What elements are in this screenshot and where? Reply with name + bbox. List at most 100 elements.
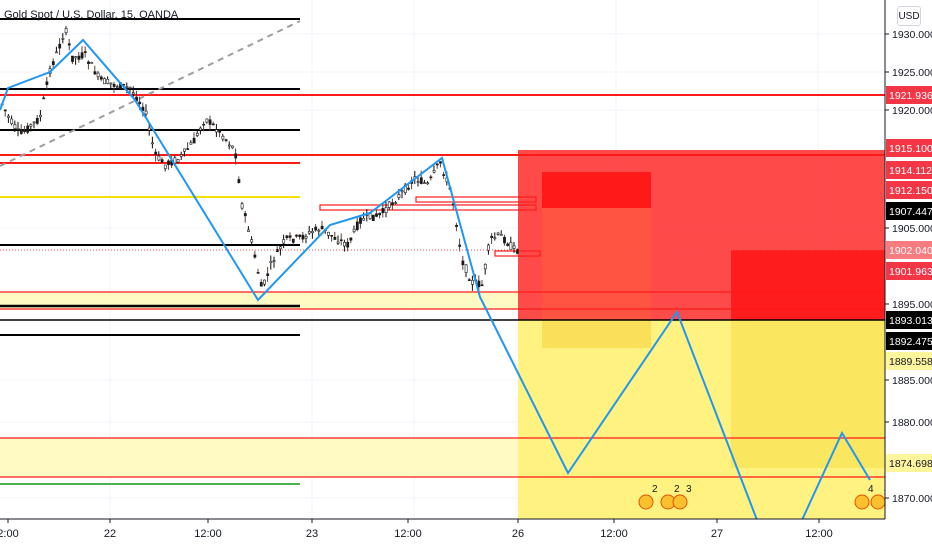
event-flag-icon[interactable] <box>672 494 688 510</box>
candle-body-32 <box>103 78 106 85</box>
red-zone-inner-1[interactable] <box>542 172 651 208</box>
yellow-zone-inner-1[interactable] <box>542 320 651 348</box>
candle-body-11 <box>35 117 39 124</box>
candle-body-33 <box>106 78 110 84</box>
candle-body-21 <box>67 43 71 46</box>
candle-body-8 <box>26 125 30 133</box>
price-tag-label: 1893.013 <box>889 315 932 327</box>
price-tick-label: 1870.000 <box>892 493 932 505</box>
candle-body-105 <box>336 241 340 244</box>
event-count: 3 <box>686 484 692 495</box>
candle-body-84 <box>269 261 273 263</box>
candle-body-77 <box>247 229 250 232</box>
candle-body-5 <box>16 128 20 130</box>
candle-body-108 <box>346 241 350 248</box>
candle-body-19 <box>61 38 65 40</box>
time-axis-label: 2:00 <box>0 528 19 540</box>
time-axis-label: 27 <box>711 528 723 540</box>
small-box-2[interactable] <box>415 196 537 203</box>
candle-body-4 <box>13 124 17 129</box>
candle-body-153 <box>490 235 494 238</box>
candle-body-48 <box>154 151 158 155</box>
demand-band[interactable] <box>0 438 518 477</box>
candle-body-62 <box>199 127 202 131</box>
candle-body-161 <box>515 249 519 254</box>
red-zone-inner-3[interactable] <box>731 250 885 320</box>
event-flag-icon[interactable] <box>638 494 654 510</box>
candle-body-107 <box>343 242 346 247</box>
candle-body-145 <box>464 264 468 273</box>
candle-body-23 <box>74 56 78 59</box>
candle-body-72 <box>231 145 234 149</box>
candle-body-83 <box>266 273 270 276</box>
price-tick-label: 1880.000 <box>892 417 932 429</box>
candle-body-29 <box>93 71 97 75</box>
price-tag <box>886 202 932 220</box>
candle-body-60 <box>192 137 196 144</box>
candle-body-146 <box>467 279 471 281</box>
time-axis-label: 12:00 <box>394 528 422 540</box>
candle-body-104 <box>333 236 337 240</box>
candle-body-43 <box>138 101 142 105</box>
time-axis-labels: 2:00 22 12:00 23 12:00 26 12:00 27 12:00 <box>0 519 833 540</box>
time-axis-label: 12:00 <box>194 528 222 540</box>
candle-body-86 <box>275 249 279 252</box>
price-tag <box>886 352 932 370</box>
candle-body-142 <box>455 225 458 227</box>
candle-body-159 <box>509 242 513 250</box>
candle-body-47 <box>151 142 154 145</box>
price-tag <box>886 161 932 179</box>
price-tick-label: 1905.000 <box>892 223 932 235</box>
event-flag-icon[interactable] <box>870 494 886 510</box>
candle-body-100 <box>320 225 324 230</box>
candle-body-151 <box>483 263 487 270</box>
candle-body-116 <box>371 214 375 221</box>
candle-body-59 <box>189 142 193 145</box>
price-tag <box>886 86 932 104</box>
small-box-1[interactable] <box>319 204 537 211</box>
yellow-zone-inner-2[interactable] <box>731 320 885 468</box>
time-axis[interactable] <box>0 519 885 550</box>
candle-body-17 <box>55 51 58 54</box>
candle-body-110 <box>352 228 356 232</box>
candle-body-3 <box>10 118 14 124</box>
dashed-trendline[interactable] <box>0 20 301 167</box>
candle-body-66 <box>211 123 215 126</box>
candle-body-102 <box>327 231 330 236</box>
currency-button[interactable]: USD <box>897 6 921 26</box>
candle-body-106 <box>339 239 343 242</box>
chart-title: Gold Spot / U.S. Dollar, 15, OANDA <box>4 9 179 21</box>
candle-body-125 <box>400 190 404 193</box>
candle-body-143 <box>458 244 462 247</box>
candle-body-96 <box>307 231 311 234</box>
price-tag-label: 1912.150 <box>889 185 932 197</box>
candle-body-112 <box>359 217 362 224</box>
price-tag <box>886 262 932 280</box>
candle-body-45 <box>144 110 148 115</box>
candle-body-24 <box>77 55 81 60</box>
candle-body-88 <box>282 239 286 244</box>
price-tag <box>886 181 932 199</box>
event-flag-icon[interactable] <box>854 494 870 510</box>
candle-body-65 <box>208 119 212 125</box>
price-tag-label: 1889.558 <box>889 356 932 368</box>
candle-body-55 <box>176 159 180 163</box>
candle-body-52 <box>167 160 170 165</box>
candle-body-152 <box>487 244 490 251</box>
red-zone-inner-2[interactable] <box>542 208 651 320</box>
candle-body-154 <box>493 237 497 240</box>
candle-body-134 <box>429 176 433 179</box>
candle-body-75 <box>240 203 244 209</box>
price-tag-label: 1921.936 <box>889 90 932 102</box>
price-axis-ticks: 1930.000 1925.000 1920.000 1905.000 1895.000… <box>885 29 932 505</box>
candle-body-73 <box>234 153 238 159</box>
candle-body-120 <box>384 207 388 213</box>
candle-body-91 <box>291 238 295 243</box>
candle-body-6 <box>19 130 23 134</box>
candle-body-36 <box>115 86 119 88</box>
event-badges[interactable]: 22344 <box>638 484 890 510</box>
candle-body-160 <box>512 245 516 249</box>
price-tag-label: 1914.112 <box>889 165 932 177</box>
candle-body-89 <box>285 235 289 239</box>
